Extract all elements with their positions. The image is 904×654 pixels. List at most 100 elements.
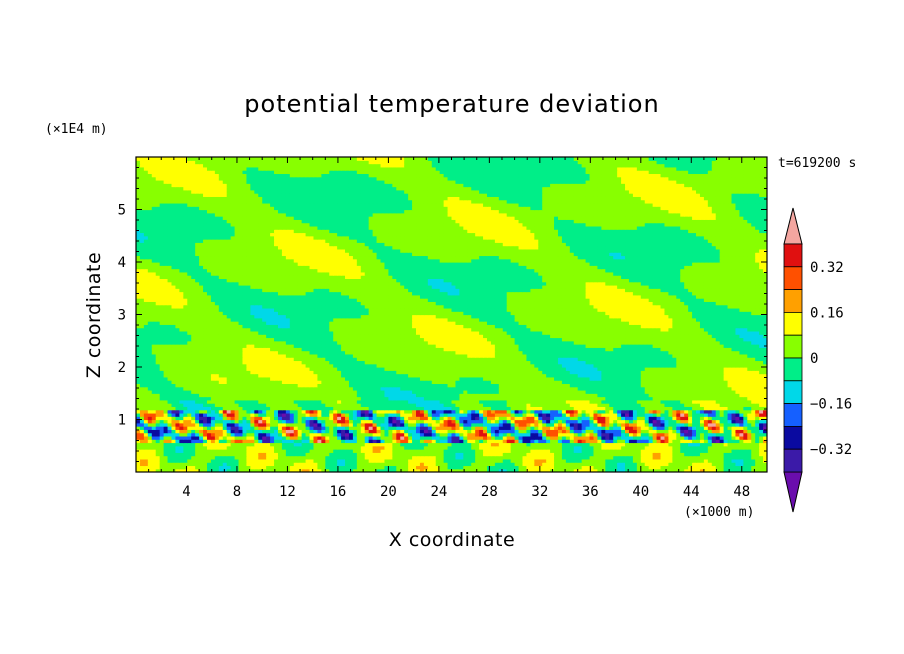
heatmap-cell xyxy=(617,452,622,457)
heatmap-cell xyxy=(246,435,251,440)
heatmap-cell xyxy=(187,432,192,437)
heatmap-cell xyxy=(443,412,449,417)
heatmap-cell xyxy=(250,419,255,424)
heatmap-cell xyxy=(250,422,255,427)
heatmap-cell xyxy=(218,455,224,460)
heatmap-cell xyxy=(502,442,508,447)
heatmap-cell xyxy=(526,416,531,421)
heatmap-cell xyxy=(522,465,528,470)
heatmap-cell xyxy=(451,465,457,470)
heatmap-cell xyxy=(443,435,449,440)
heatmap-cell xyxy=(471,449,476,453)
heatmap-cell xyxy=(593,376,599,381)
heatmap-cell xyxy=(400,429,405,434)
heatmap-cell xyxy=(664,416,670,421)
heatmap-cell xyxy=(136,399,141,404)
heatmap-cell xyxy=(297,439,303,444)
heatmap-cell xyxy=(455,432,460,437)
heatmap-cell xyxy=(565,389,571,394)
heatmap-cell xyxy=(191,403,196,407)
heatmap-cell xyxy=(479,386,484,391)
heatmap-cell xyxy=(483,406,488,411)
heatmap-cell xyxy=(321,376,326,381)
heatmap-cell xyxy=(455,383,460,388)
heatmap-cell xyxy=(597,403,602,407)
heatmap-cell xyxy=(668,426,673,430)
heatmap-cell xyxy=(514,406,520,411)
heatmap-cell xyxy=(384,399,389,404)
heatmap-cell xyxy=(297,422,303,427)
heatmap-cell xyxy=(498,389,504,394)
heatmap-cell xyxy=(672,416,677,421)
heatmap-cell xyxy=(597,442,602,447)
heatmap-cell xyxy=(191,419,196,424)
heatmap-cell xyxy=(696,465,701,470)
heatmap-cell xyxy=(664,376,670,381)
heatmap-cell xyxy=(542,426,547,430)
heatmap-cell xyxy=(408,455,413,460)
heatmap-cell xyxy=(348,455,354,460)
heatmap-cell xyxy=(640,462,646,467)
heatmap-cell xyxy=(475,462,480,467)
heatmap-cell xyxy=(526,449,531,453)
heatmap-cell xyxy=(739,403,744,407)
heatmap-cell xyxy=(242,373,248,378)
heatmap-cell xyxy=(636,383,642,388)
heatmap-cell xyxy=(573,432,579,437)
heatmap-cell xyxy=(179,452,184,457)
heatmap-cell xyxy=(632,383,638,388)
heatmap-cell xyxy=(660,455,666,460)
heatmap-cell xyxy=(664,468,670,472)
heatmap-cell xyxy=(561,442,567,447)
heatmap-cell xyxy=(214,380,220,385)
heatmap-cell xyxy=(416,422,421,427)
heatmap-cell xyxy=(147,419,153,424)
heatmap-cell xyxy=(585,442,591,447)
heatmap-cell xyxy=(688,396,693,401)
heatmap-cell xyxy=(285,373,291,378)
heatmap-cell xyxy=(707,445,713,450)
heatmap-cell xyxy=(534,403,539,407)
heatmap-cell xyxy=(494,422,500,427)
heatmap-cell xyxy=(463,383,468,388)
heatmap-cell xyxy=(392,422,397,427)
heatmap-cell xyxy=(412,468,417,472)
heatmap-cell xyxy=(451,406,457,411)
heatmap-cell xyxy=(274,458,279,463)
heatmap-cell xyxy=(494,432,500,437)
heatmap-cell xyxy=(506,389,512,394)
heatmap-cell xyxy=(656,426,662,430)
heatmap-cell xyxy=(601,416,606,421)
heatmap-cell xyxy=(581,416,587,421)
heatmap-cell xyxy=(660,386,666,391)
heatmap-cell xyxy=(467,386,472,391)
heatmap-cell xyxy=(696,429,701,434)
heatmap-cell xyxy=(309,468,315,472)
heatmap-cell xyxy=(400,452,405,457)
heatmap-cell xyxy=(348,462,354,467)
heatmap-cell xyxy=(561,462,567,467)
heatmap-cell xyxy=(625,419,630,424)
heatmap-cell xyxy=(648,406,654,411)
heatmap-cell xyxy=(542,403,547,407)
heatmap-cell xyxy=(605,435,610,440)
heatmap-cell xyxy=(506,455,512,460)
heatmap-cell xyxy=(459,462,464,467)
heatmap-cell xyxy=(605,426,610,430)
heatmap-cell xyxy=(672,445,677,450)
heatmap-cell xyxy=(226,432,232,437)
heatmap-cell xyxy=(561,370,567,375)
heatmap-cell xyxy=(277,393,283,398)
heatmap-cell xyxy=(412,370,417,375)
heatmap-cell xyxy=(530,462,535,467)
heatmap-cell xyxy=(628,455,634,460)
heatmap-cell xyxy=(573,435,579,440)
heatmap-cell xyxy=(376,386,382,391)
heatmap-cell xyxy=(376,389,382,394)
heatmap-cell xyxy=(136,452,141,457)
heatmap-cell xyxy=(262,409,267,414)
heatmap-cell xyxy=(451,373,457,378)
heatmap-cell xyxy=(242,445,248,450)
heatmap-cell xyxy=(337,412,342,417)
heatmap-cell xyxy=(557,429,563,434)
